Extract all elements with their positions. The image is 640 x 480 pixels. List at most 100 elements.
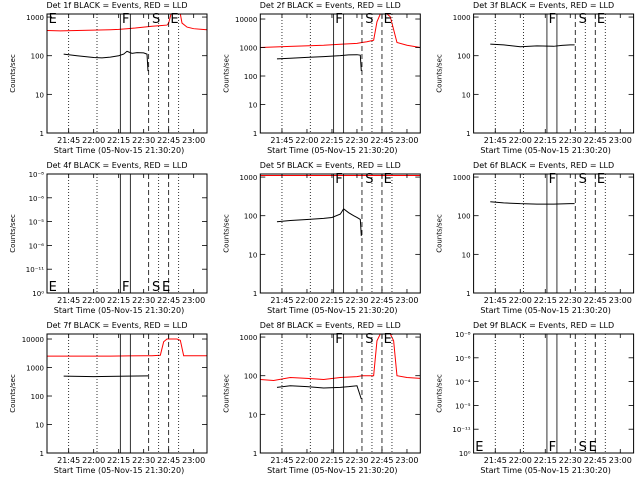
x-tick-label: 22:30 [345,296,368,305]
x-tick-label: 21:45 [484,296,507,305]
y-tick-label: 1 [466,130,470,138]
x-tick-label: 22:15 [534,456,557,465]
y-tick-label: 100 [244,373,257,381]
event-label: S [365,332,373,347]
event-label: F [335,172,342,187]
panel: Det 3f BLACK = Events, RED = LLD Start Ti… [436,1,635,155]
event-label: E [49,12,57,27]
event-label: E [49,280,57,295]
plot-area [260,334,421,400]
x-tick-label: 23:00 [182,136,205,145]
y-tick-label: 1 [466,290,470,298]
event-label: E [597,12,605,27]
x-tick-label: 22:45 [157,456,180,465]
x-tick-label: 21:45 [57,296,80,305]
y-tick-label: 1 [253,290,257,298]
panel-title: Det 1f BLACK = Events, RED = LLD [46,1,187,10]
panel: Det 4f BLACK = Events, RED = LLD Start Ti… [9,161,208,315]
x-tick-label: 22:30 [559,296,582,305]
x-axis-label: Start Time (05-Nov-15 21:30:20) [54,466,184,475]
series-line [63,50,149,72]
y-tick-label: 10 [248,411,257,419]
y-tick-label: 10000 [22,336,44,344]
y-tick-label: 10⁻⁵ [29,219,45,227]
event-label: F [549,172,556,187]
plot-frame [46,173,208,294]
panel: Det 6f BLACK = Events, RED = LLD Start Ti… [436,161,635,315]
y-tick-label: 1000 [453,14,471,22]
event-label: F [549,12,556,27]
x-tick-label: 22:15 [320,136,343,145]
y-tick-label: 10⁰ [32,290,44,298]
x-axis-label: Start Time (05-Nov-15 21:30:20) [267,466,397,475]
event-label: F [549,440,556,455]
event-label: S [152,280,160,295]
x-tick-label: 22:45 [370,456,393,465]
y-tick-label: 100 [244,73,257,81]
y-tick-label: 1 [40,130,44,138]
x-tick-label: 23:00 [609,136,632,145]
panel-title: Det 7f BLACK = Events, RED = LLD [46,321,187,330]
x-tick-label: 21:45 [57,136,80,145]
y-tick-label: 10⁻⁵ [455,402,471,410]
y-axis-label: Counts/sec [9,374,17,413]
y-axis-label: Counts/sec [9,54,17,93]
x-tick-label: 22:00 [82,456,105,465]
y-axis-label: Counts/sec [436,54,444,93]
x-axis-label: Start Time (05-Nov-15 21:30:20) [54,306,184,315]
plot-frame [46,13,208,134]
series-line [490,43,575,48]
y-tick-label: 100 [244,213,257,221]
y-tick-label: 1000 [26,365,44,373]
x-tick-label: 22:00 [509,136,532,145]
x-tick-label: 21:45 [484,136,507,145]
y-tick-label: 10⁻⁶ [455,355,471,363]
y-tick-label: 10 [462,251,471,259]
y-axis-label: Counts/sec [9,214,17,253]
series-line [47,338,207,357]
y-axis-label: Counts/sec [222,54,230,93]
x-tick-label: 22:00 [509,296,532,305]
x-tick-label: 22:30 [132,456,155,465]
event-label: E [384,332,392,347]
y-tick-label: 1000 [239,174,257,182]
event-label: S [579,12,587,27]
plot-frame [259,173,421,294]
panel-title: Det 4f BLACK = Events, RED = LLD [46,161,187,170]
y-tick-label: 10 [248,251,257,259]
x-tick-label: 22:45 [157,136,180,145]
x-axis-label: Start Time (05-Nov-15 21:30:20) [480,466,610,475]
y-tick-label: 10 [35,422,44,430]
y-tick-label: 1000 [453,174,471,182]
x-tick-label: 22:45 [584,456,607,465]
x-tick-label: 22:15 [320,296,343,305]
x-tick-label: 23:00 [182,296,205,305]
series-line [276,385,362,400]
x-tick-label: 23:00 [182,456,205,465]
panel-title: Det 8f BLACK = Events, RED = LLD [260,321,401,330]
y-tick-label: 10⁻¹¹ [452,426,470,434]
y-tick-label: 10 [248,102,257,110]
x-tick-label: 22:15 [534,296,557,305]
x-tick-label: 23:00 [395,456,418,465]
x-tick-label: 22:45 [370,136,393,145]
plot-frame [259,13,421,134]
event-label: E [170,12,178,27]
y-tick-label: 1000 [239,334,257,342]
event-label: E [589,440,597,455]
x-axis-label: Start Time (05-Nov-15 21:30:20) [54,146,184,155]
plot-area [490,43,575,48]
y-axis-label: Counts/sec [222,374,230,413]
y-tick-label: 100 [31,53,44,61]
y-tick-label: 100 [457,213,470,221]
x-tick-label: 22:45 [584,136,607,145]
x-tick-label: 22:15 [107,456,130,465]
x-tick-label: 22:15 [320,456,343,465]
x-tick-label: 22:30 [132,296,155,305]
x-axis-label: Start Time (05-Nov-15 21:30:20) [480,146,610,155]
y-tick-label: 10⁰ [459,450,471,458]
y-axis-label: Counts/sec [436,374,444,413]
x-tick-label: 22:00 [509,456,532,465]
y-tick-label: 10⁻⁶ [29,195,45,203]
y-tick-label: 10⁻⁸ [455,331,471,339]
